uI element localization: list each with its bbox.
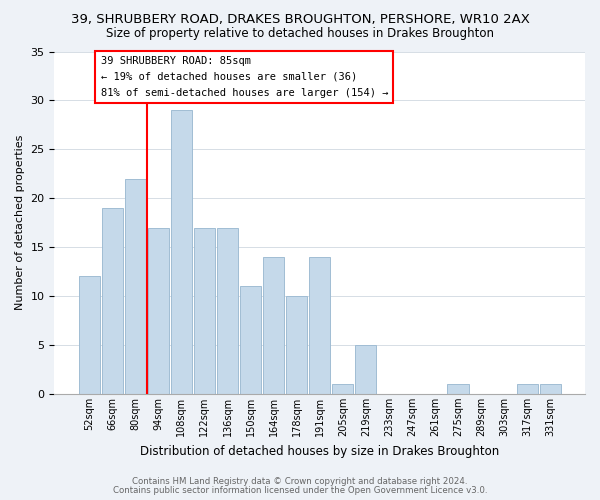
- Bar: [309, 257, 331, 394]
- Bar: [101, 208, 123, 394]
- Bar: [517, 384, 538, 394]
- Text: Size of property relative to detached houses in Drakes Broughton: Size of property relative to detached ho…: [106, 28, 494, 40]
- Text: 39, SHRUBBERY ROAD, DRAKES BROUGHTON, PERSHORE, WR10 2AX: 39, SHRUBBERY ROAD, DRAKES BROUGHTON, PE…: [71, 12, 529, 26]
- Bar: [240, 286, 261, 394]
- Text: Contains HM Land Registry data © Crown copyright and database right 2024.: Contains HM Land Registry data © Crown c…: [132, 477, 468, 486]
- Bar: [171, 110, 192, 394]
- Bar: [355, 345, 376, 394]
- Bar: [217, 228, 238, 394]
- Bar: [148, 228, 169, 394]
- Bar: [194, 228, 215, 394]
- X-axis label: Distribution of detached houses by size in Drakes Broughton: Distribution of detached houses by size …: [140, 444, 499, 458]
- Text: 39 SHRUBBERY ROAD: 85sqm
← 19% of detached houses are smaller (36)
81% of semi-d: 39 SHRUBBERY ROAD: 85sqm ← 19% of detach…: [101, 56, 388, 98]
- Bar: [539, 384, 561, 394]
- Y-axis label: Number of detached properties: Number of detached properties: [15, 135, 25, 310]
- Bar: [125, 178, 146, 394]
- Bar: [263, 257, 284, 394]
- Bar: [79, 276, 100, 394]
- Text: Contains public sector information licensed under the Open Government Licence v3: Contains public sector information licen…: [113, 486, 487, 495]
- Bar: [332, 384, 353, 394]
- Bar: [448, 384, 469, 394]
- Bar: [286, 296, 307, 394]
